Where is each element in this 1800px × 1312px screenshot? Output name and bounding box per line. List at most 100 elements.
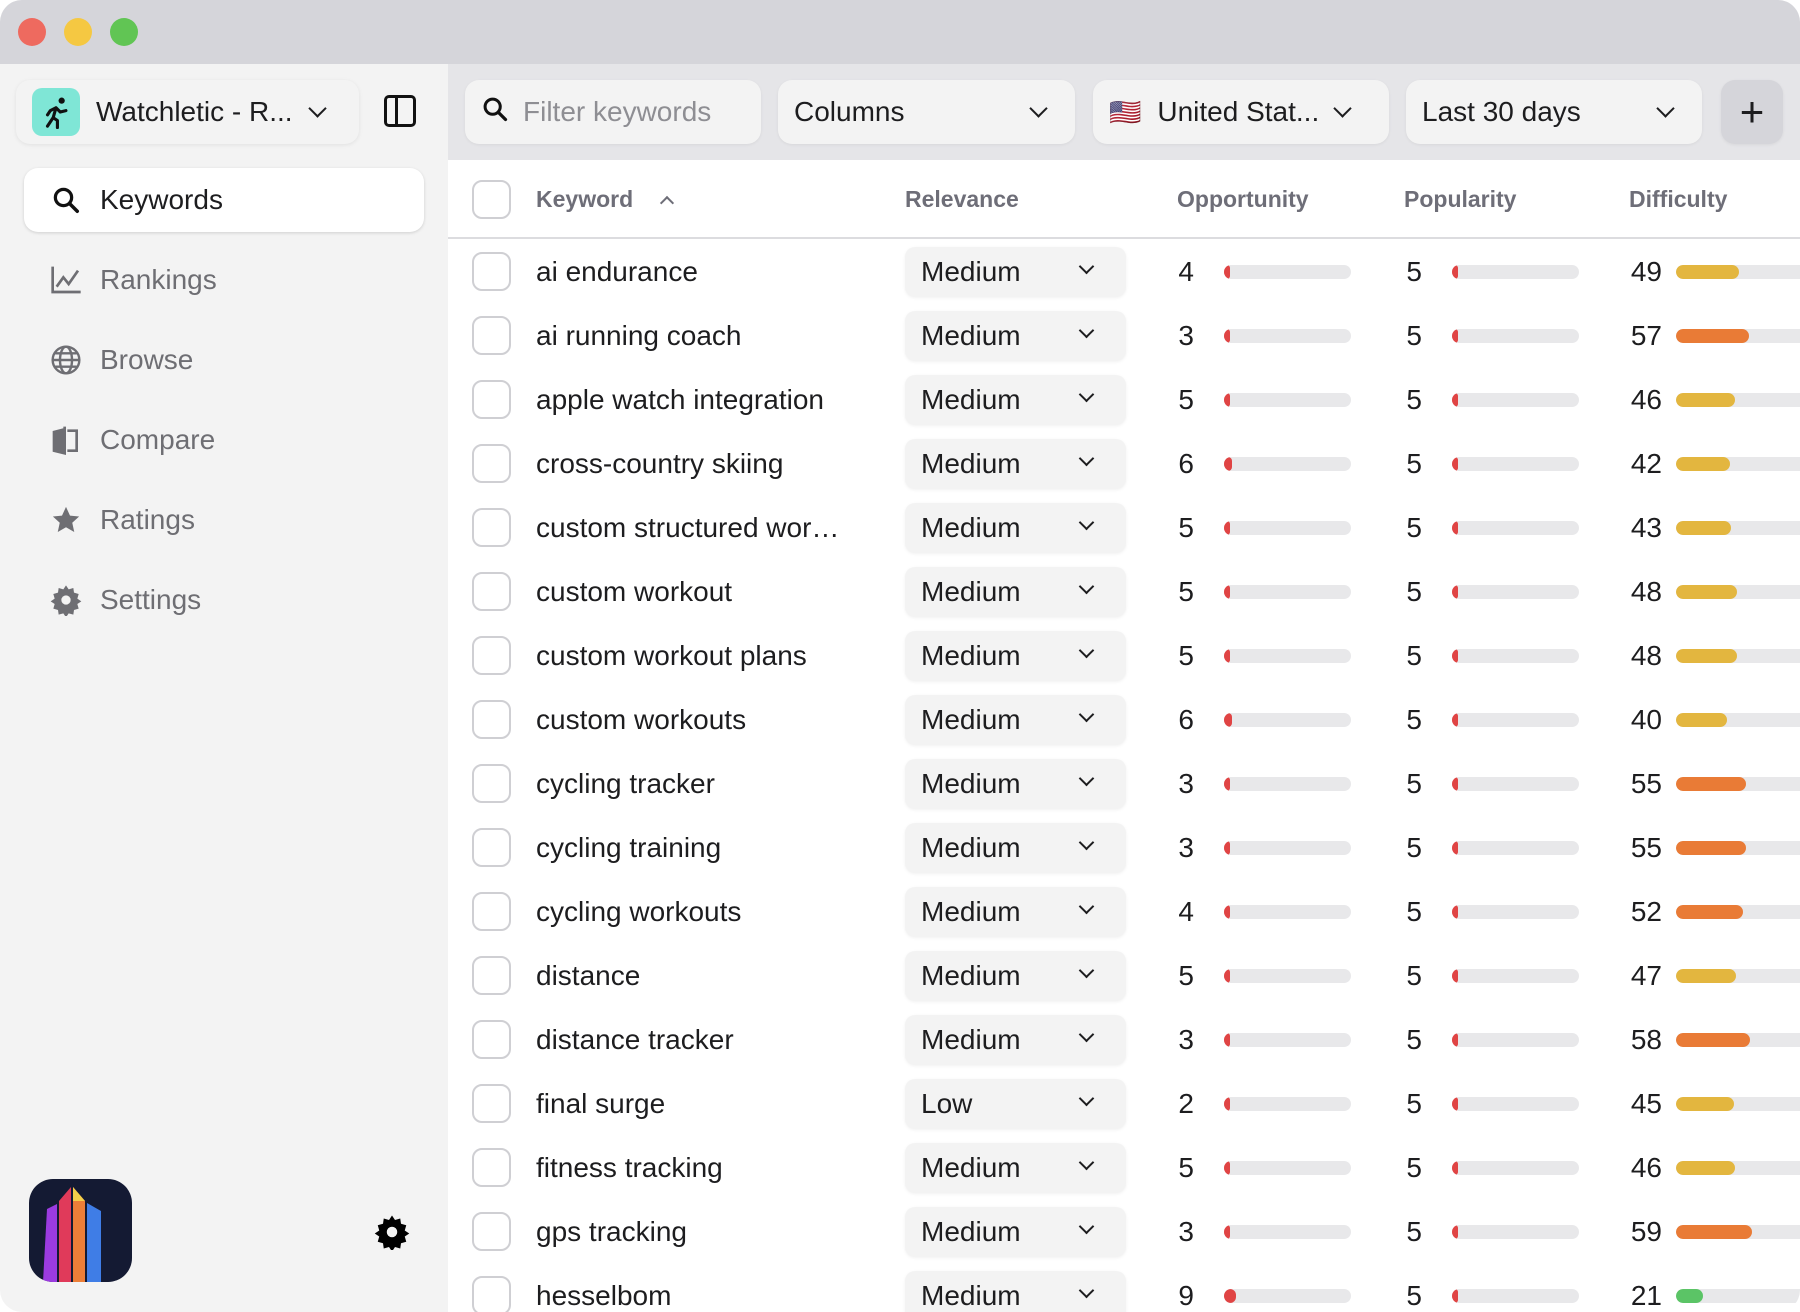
- opportunity-bar: [1224, 1097, 1351, 1111]
- popularity-bar-fill: [1452, 393, 1459, 407]
- row-checkbox[interactable]: [472, 508, 511, 547]
- close-button[interactable]: [18, 18, 46, 46]
- header-relevance[interactable]: Relevance: [905, 186, 1019, 212]
- row-checkbox[interactable]: [472, 1276, 511, 1312]
- gear-icon[interactable]: [374, 1214, 410, 1255]
- popularity-value: 5: [1406, 576, 1422, 607]
- header-opportunity[interactable]: Opportunity: [1177, 186, 1309, 212]
- popularity-bar-fill: [1452, 1225, 1459, 1239]
- row-checkbox[interactable]: [472, 444, 511, 483]
- popularity-bar: [1452, 1289, 1579, 1303]
- chevron-down-icon: [1078, 578, 1095, 595]
- filter-keywords-input[interactable]: Filter keywords: [465, 80, 761, 144]
- popularity-value: 5: [1406, 1152, 1422, 1183]
- relevance-dropdown[interactable]: Medium: [905, 1015, 1126, 1065]
- popularity-bar: [1452, 841, 1579, 855]
- row-checkbox[interactable]: [472, 1020, 511, 1059]
- columns-dropdown[interactable]: Columns: [778, 80, 1075, 144]
- date-range-dropdown[interactable]: Last 30 days: [1406, 80, 1702, 144]
- opportunity-value: 6: [1178, 448, 1194, 479]
- difficulty-bar-fill: [1676, 1033, 1751, 1047]
- popularity-value: 5: [1406, 704, 1422, 735]
- relevance-dropdown[interactable]: Low: [905, 1079, 1126, 1129]
- popularity-bar: [1452, 585, 1579, 599]
- difficulty-bar-fill: [1676, 649, 1738, 663]
- row-checkbox[interactable]: [472, 956, 511, 995]
- chevron-down-icon: [1029, 99, 1048, 118]
- relevance-dropdown[interactable]: Medium: [905, 759, 1126, 809]
- relevance-dropdown[interactable]: Medium: [905, 439, 1126, 489]
- chevron-down-icon: [1078, 450, 1095, 467]
- header-keyword[interactable]: Keyword: [536, 186, 674, 213]
- relevance-dropdown[interactable]: Medium: [905, 1143, 1126, 1193]
- sidebar-item-rankings[interactable]: Rankings: [24, 248, 424, 312]
- relevance-dropdown[interactable]: Medium: [905, 823, 1126, 873]
- popularity-bar: [1452, 521, 1579, 535]
- chevron-down-icon: [1078, 1218, 1095, 1235]
- relevance-dropdown[interactable]: Medium: [905, 1271, 1126, 1312]
- difficulty-bar-fill: [1676, 1289, 1703, 1303]
- relevance-dropdown[interactable]: Medium: [905, 375, 1126, 425]
- difficulty-value: 55: [1630, 768, 1662, 799]
- opportunity-bar: [1224, 649, 1351, 663]
- relevance-dropdown[interactable]: Medium: [905, 311, 1126, 361]
- select-all-checkbox[interactable]: [472, 180, 511, 219]
- row-checkbox[interactable]: [472, 316, 511, 355]
- difficulty-bar: [1676, 265, 1800, 279]
- zoom-button[interactable]: [110, 18, 138, 46]
- relevance-dropdown[interactable]: Medium: [905, 247, 1126, 297]
- difficulty-bar-fill: [1676, 265, 1739, 279]
- sidebar-toggle-icon[interactable]: [384, 95, 416, 127]
- header-difficulty[interactable]: Difficulty: [1629, 186, 1728, 212]
- table-row: gps tracking Medium 3 5 59: [448, 1200, 1800, 1264]
- relevance-dropdown[interactable]: Medium: [905, 1207, 1126, 1257]
- sidebar-item-keywords[interactable]: Keywords: [24, 168, 424, 232]
- relevance-dropdown[interactable]: Medium: [905, 951, 1126, 1001]
- sidebar-item-compare[interactable]: Compare: [24, 408, 424, 472]
- app-selector[interactable]: Watchletic - R...: [16, 80, 359, 144]
- country-dropdown[interactable]: 🇺🇸 United Stat...: [1093, 80, 1389, 144]
- opportunity-value: 5: [1178, 384, 1194, 415]
- opportunity-value: 3: [1178, 1024, 1194, 1055]
- chevron-down-icon: [1078, 1026, 1095, 1043]
- relevance-dropdown[interactable]: Medium: [905, 567, 1126, 617]
- chevron-down-icon: [307, 98, 327, 118]
- row-checkbox[interactable]: [472, 892, 511, 931]
- toolbar: Filter keywords Columns 🇺🇸 United Stat..…: [448, 64, 1800, 160]
- opportunity-value: 9: [1178, 1280, 1194, 1311]
- keyword-text: cross-country skiing: [536, 448, 784, 479]
- popularity-bar-fill: [1452, 585, 1459, 599]
- row-checkbox[interactable]: [472, 700, 511, 739]
- row-checkbox[interactable]: [472, 1148, 511, 1187]
- row-checkbox[interactable]: [472, 572, 511, 611]
- relevance-dropdown[interactable]: Medium: [905, 887, 1126, 937]
- sidebar-item-ratings[interactable]: Ratings: [24, 488, 424, 552]
- relevance-dropdown[interactable]: Medium: [905, 503, 1126, 553]
- header-popularity[interactable]: Popularity: [1404, 186, 1517, 212]
- row-checkbox[interactable]: [472, 1212, 511, 1251]
- keyword-text: fitness tracking: [536, 1152, 723, 1183]
- sidebar-item-settings[interactable]: Settings: [24, 568, 424, 632]
- columns-label: Columns: [794, 96, 905, 127]
- table-row: cycling training Medium 3 5 55: [448, 816, 1800, 880]
- sidebar-item-browse[interactable]: Browse: [24, 328, 424, 392]
- app-logo[interactable]: [29, 1179, 132, 1282]
- row-checkbox[interactable]: [472, 636, 511, 675]
- row-checkbox[interactable]: [472, 1084, 511, 1123]
- difficulty-bar: [1676, 1161, 1800, 1175]
- row-checkbox[interactable]: [472, 380, 511, 419]
- difficulty-bar: [1676, 585, 1800, 599]
- add-button[interactable]: +: [1721, 80, 1783, 144]
- row-checkbox[interactable]: [472, 252, 511, 291]
- opportunity-bar-fill: [1224, 457, 1232, 471]
- difficulty-bar: [1676, 329, 1800, 343]
- plus-icon: +: [1739, 88, 1765, 135]
- difficulty-bar: [1676, 1033, 1800, 1047]
- row-checkbox[interactable]: [472, 764, 511, 803]
- relevance-dropdown[interactable]: Medium: [905, 631, 1126, 681]
- popularity-value: 5: [1406, 1216, 1422, 1247]
- difficulty-bar: [1676, 969, 1800, 983]
- relevance-dropdown[interactable]: Medium: [905, 695, 1126, 745]
- minimize-button[interactable]: [64, 18, 92, 46]
- row-checkbox[interactable]: [472, 828, 511, 867]
